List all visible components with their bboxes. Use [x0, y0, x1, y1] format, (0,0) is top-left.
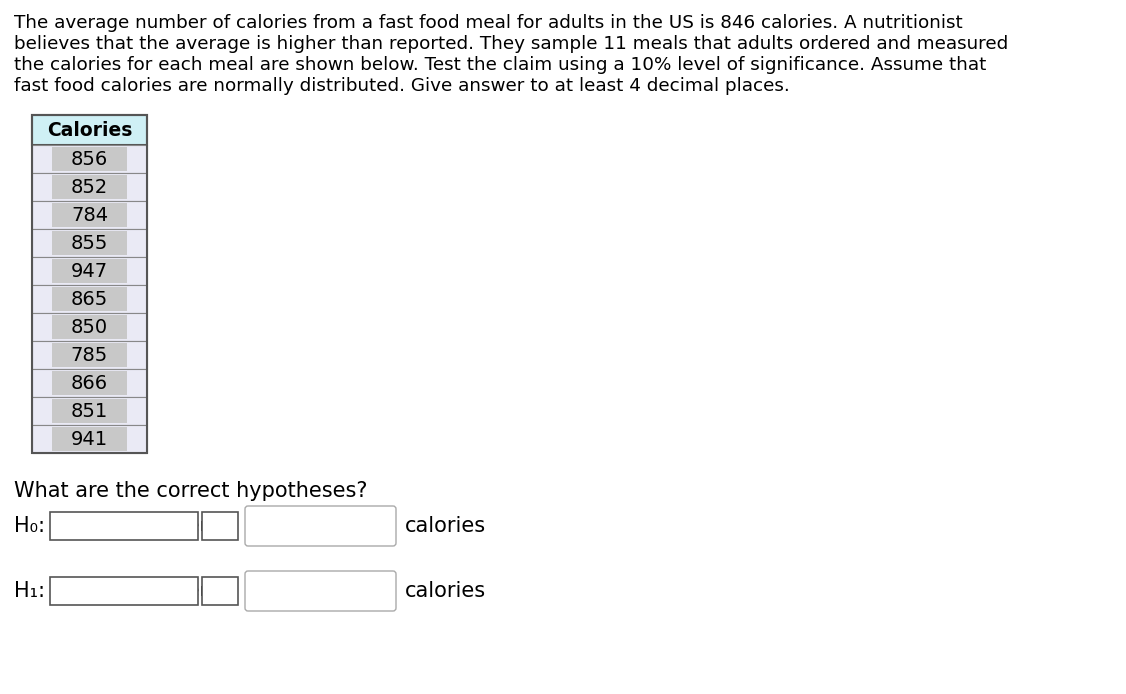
Text: 852: 852	[71, 178, 108, 196]
Text: the calories for each meal are shown below. Test the claim using a 10% level of : the calories for each meal are shown bel…	[14, 56, 986, 74]
Text: v: v	[225, 521, 232, 531]
FancyBboxPatch shape	[52, 287, 127, 311]
Text: v: v	[225, 586, 232, 596]
FancyBboxPatch shape	[32, 173, 148, 201]
Text: 941: 941	[71, 430, 108, 448]
FancyBboxPatch shape	[32, 313, 148, 341]
Text: v: v	[186, 521, 193, 531]
Text: 855: 855	[71, 233, 108, 253]
Text: H₁:: H₁:	[14, 581, 45, 601]
Text: fast food calories are normally distributed. Give answer to at least 4 decimal p: fast food calories are normally distribu…	[14, 77, 789, 95]
FancyBboxPatch shape	[32, 425, 148, 453]
Text: 865: 865	[71, 289, 108, 309]
Text: calories: calories	[405, 516, 486, 536]
FancyBboxPatch shape	[32, 369, 148, 397]
FancyBboxPatch shape	[52, 203, 127, 227]
Text: ?: ?	[209, 582, 218, 600]
FancyBboxPatch shape	[202, 577, 238, 605]
Text: Select an answer: Select an answer	[57, 517, 207, 535]
Text: 784: 784	[71, 205, 108, 224]
FancyBboxPatch shape	[52, 147, 127, 171]
FancyBboxPatch shape	[32, 285, 148, 313]
FancyBboxPatch shape	[32, 341, 148, 369]
FancyBboxPatch shape	[32, 257, 148, 285]
FancyBboxPatch shape	[50, 577, 198, 605]
FancyBboxPatch shape	[245, 506, 396, 546]
FancyBboxPatch shape	[32, 229, 148, 257]
Text: calories: calories	[405, 581, 486, 601]
FancyBboxPatch shape	[52, 427, 127, 451]
FancyBboxPatch shape	[52, 315, 127, 339]
FancyBboxPatch shape	[32, 145, 148, 173]
FancyBboxPatch shape	[52, 175, 127, 199]
FancyBboxPatch shape	[52, 343, 127, 367]
FancyBboxPatch shape	[245, 571, 396, 611]
FancyBboxPatch shape	[52, 231, 127, 255]
FancyBboxPatch shape	[52, 371, 127, 395]
Text: 850: 850	[71, 317, 108, 337]
FancyBboxPatch shape	[32, 397, 148, 425]
FancyBboxPatch shape	[52, 259, 127, 283]
Text: The average number of calories from a fast food meal for adults in the US is 846: The average number of calories from a fa…	[14, 14, 963, 32]
FancyBboxPatch shape	[50, 512, 198, 540]
FancyBboxPatch shape	[202, 512, 238, 540]
FancyBboxPatch shape	[32, 201, 148, 229]
Text: believes that the average is higher than reported. They sample 11 meals that adu: believes that the average is higher than…	[14, 35, 1008, 53]
Text: Calories: Calories	[47, 121, 132, 139]
Text: v: v	[186, 586, 193, 596]
Text: H₀:: H₀:	[14, 516, 45, 536]
Text: 856: 856	[71, 149, 108, 169]
Text: What are the correct hypotheses?: What are the correct hypotheses?	[14, 481, 367, 501]
Text: 785: 785	[71, 346, 108, 364]
FancyBboxPatch shape	[32, 115, 148, 145]
Text: 866: 866	[71, 373, 108, 393]
FancyBboxPatch shape	[52, 399, 127, 423]
Text: Select an answer: Select an answer	[57, 582, 207, 600]
Text: 851: 851	[71, 402, 108, 421]
Text: 947: 947	[71, 262, 108, 280]
Text: ?: ?	[209, 517, 218, 535]
